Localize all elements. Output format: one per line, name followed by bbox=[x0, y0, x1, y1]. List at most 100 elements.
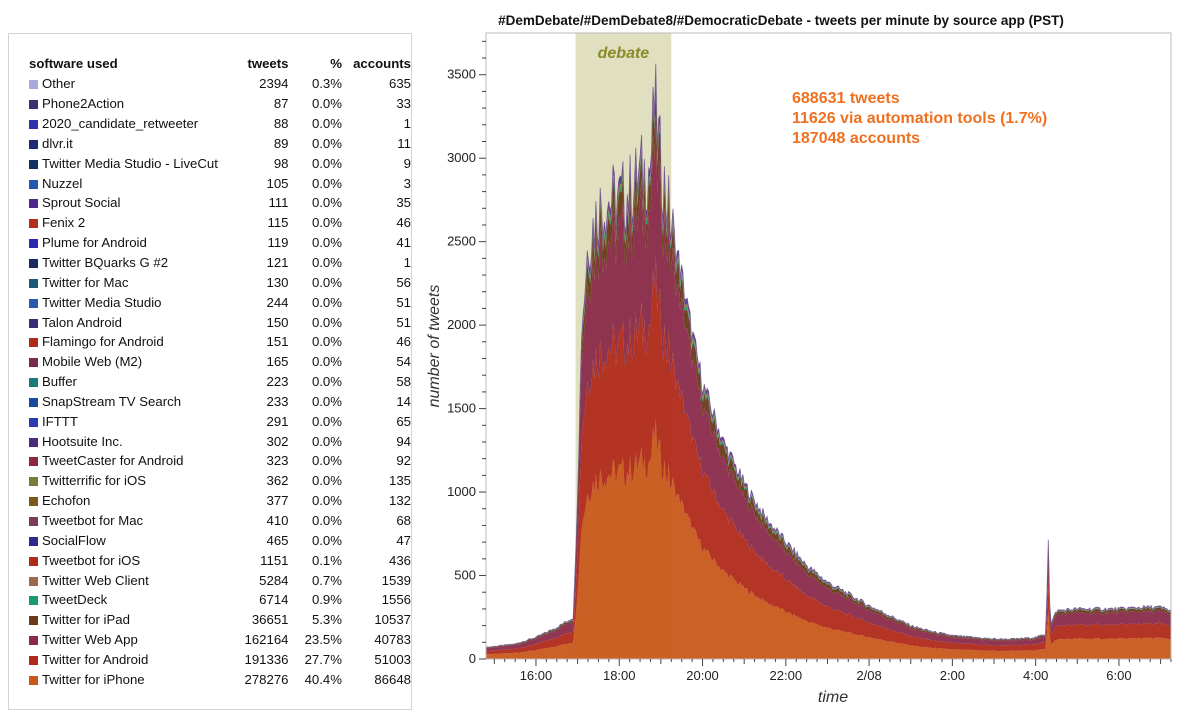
software-name: 2020_candidate_retweeter bbox=[15, 114, 230, 134]
table-row: Sprout Social 111 0.0% 35 bbox=[15, 193, 411, 213]
legend-table: software used tweets % accounts Other 239… bbox=[15, 53, 411, 689]
software-name: Twitter for Mac bbox=[15, 272, 230, 292]
y-tick-label: 2500 bbox=[447, 234, 476, 249]
percent-cell: 0.0% bbox=[289, 511, 343, 531]
software-label: Twitter Media Studio - LiveCut bbox=[42, 156, 218, 171]
tweets-cell: 36651 bbox=[230, 610, 289, 630]
percent-cell: 0.0% bbox=[289, 372, 343, 392]
software-name: Twitter Web App bbox=[15, 630, 230, 650]
table-row: Twitter Web Client 5284 0.7% 1539 bbox=[15, 570, 411, 590]
y-tick-label: 1500 bbox=[447, 401, 476, 416]
software-name: Flamingo for Android bbox=[15, 332, 230, 352]
software-label: Talon Android bbox=[42, 315, 122, 330]
percent-cell: 0.0% bbox=[289, 431, 343, 451]
software-label: Fenix 2 bbox=[42, 215, 85, 230]
software-name: Twitter Media Studio bbox=[15, 292, 230, 312]
tweets-cell: 87 bbox=[230, 94, 289, 114]
table-row: Twitter for iPhone 278276 40.4% 86648 bbox=[15, 669, 411, 689]
tweets-cell: 98 bbox=[230, 153, 289, 173]
accounts-cell: 46 bbox=[342, 213, 411, 233]
color-swatch bbox=[29, 438, 38, 447]
percent-cell: 0.0% bbox=[289, 411, 343, 431]
software-name: Sprout Social bbox=[15, 193, 230, 213]
software-label: Twitter BQuarks G #2 bbox=[42, 255, 168, 270]
percent-cell: 27.7% bbox=[289, 649, 343, 669]
accounts-cell: 132 bbox=[342, 491, 411, 511]
color-swatch bbox=[29, 676, 38, 685]
software-label: TweetCaster for Android bbox=[42, 453, 183, 468]
table-row: SocialFlow 465 0.0% 47 bbox=[15, 530, 411, 550]
accounts-cell: 135 bbox=[342, 471, 411, 491]
tweets-cell: 278276 bbox=[230, 669, 289, 689]
color-swatch bbox=[29, 120, 38, 129]
tweets-cell: 130 bbox=[230, 272, 289, 292]
tweets-cell: 2394 bbox=[230, 74, 289, 94]
table-row: Talon Android 150 0.0% 51 bbox=[15, 312, 411, 332]
summary-annotation: 688631 tweets 11626 via automation tools… bbox=[792, 90, 1047, 147]
software-label: Twitter Web Client bbox=[42, 573, 149, 588]
color-swatch bbox=[29, 140, 38, 149]
x-tick-label: 16:00 bbox=[520, 668, 553, 683]
accounts-cell: 1 bbox=[342, 114, 411, 134]
accounts-cell: 58 bbox=[342, 372, 411, 392]
color-swatch bbox=[29, 338, 38, 347]
tweets-cell: 410 bbox=[230, 511, 289, 531]
color-swatch bbox=[29, 596, 38, 605]
color-swatch bbox=[29, 398, 38, 407]
x-tick-label: 22:00 bbox=[770, 668, 803, 683]
percent-cell: 0.3% bbox=[289, 74, 343, 94]
accounts-cell: 11 bbox=[342, 134, 411, 154]
accounts-cell: 33 bbox=[342, 94, 411, 114]
software-label: Hootsuite Inc. bbox=[42, 434, 123, 449]
accounts-cell: 56 bbox=[342, 272, 411, 292]
percent-cell: 0.9% bbox=[289, 590, 343, 610]
tweets-cell: 244 bbox=[230, 292, 289, 312]
software-label: Other bbox=[42, 76, 75, 91]
percent-cell: 0.0% bbox=[289, 352, 343, 372]
accounts-cell: 14 bbox=[342, 392, 411, 412]
legend-panel: software used tweets % accounts Other 239… bbox=[8, 33, 412, 710]
percent-cell: 0.0% bbox=[289, 292, 343, 312]
header-percent: % bbox=[289, 53, 343, 74]
software-name: Fenix 2 bbox=[15, 213, 230, 233]
color-swatch bbox=[29, 517, 38, 526]
y-tick-label: 2000 bbox=[447, 317, 476, 332]
color-swatch bbox=[29, 199, 38, 208]
legend-body: Other 2394 0.3% 635 Phone2Action 87 0.0% 33 2020… bbox=[15, 74, 411, 689]
software-label: IFTTT bbox=[42, 414, 78, 429]
y-axis: 0 500 1000 1500 2000 2500 3000 3500 bbox=[447, 41, 486, 666]
table-row: SnapStream TV Search 233 0.0% 14 bbox=[15, 392, 411, 412]
table-row: Tweetbot for Mac 410 0.0% 68 bbox=[15, 511, 411, 531]
software-label: Twitter for iPad bbox=[42, 612, 130, 627]
software-name: SnapStream TV Search bbox=[15, 392, 230, 412]
tweets-cell: 5284 bbox=[230, 570, 289, 590]
table-row: Plume for Android 119 0.0% 41 bbox=[15, 233, 411, 253]
header-software: software used bbox=[15, 53, 230, 74]
accounts-cell: 92 bbox=[342, 451, 411, 471]
accounts-cell: 68 bbox=[342, 511, 411, 531]
color-swatch bbox=[29, 616, 38, 625]
color-swatch bbox=[29, 160, 38, 169]
software-name: Tweetbot for iOS bbox=[15, 550, 230, 570]
software-label: Twitter Media Studio bbox=[42, 295, 161, 310]
tweets-cell: 89 bbox=[230, 134, 289, 154]
software-label: Nuzzel bbox=[42, 176, 82, 191]
table-row: Twitter Media Studio 244 0.0% 51 bbox=[15, 292, 411, 312]
y-tick-label: 1000 bbox=[447, 484, 476, 499]
tweets-cell: 88 bbox=[230, 114, 289, 134]
x-tick-label: 2:00 bbox=[940, 668, 965, 683]
software-label: 2020_candidate_retweeter bbox=[42, 116, 198, 131]
percent-cell: 0.0% bbox=[289, 392, 343, 412]
table-row: Twitterrific for iOS 362 0.0% 135 bbox=[15, 471, 411, 491]
color-swatch bbox=[29, 80, 38, 89]
x-tick-label: 4:00 bbox=[1023, 668, 1048, 683]
accounts-cell: 94 bbox=[342, 431, 411, 451]
percent-cell: 0.0% bbox=[289, 114, 343, 134]
table-row: Tweetbot for iOS 1151 0.1% 436 bbox=[15, 550, 411, 570]
percent-cell: 0.1% bbox=[289, 550, 343, 570]
y-tick-label: 500 bbox=[454, 568, 476, 583]
color-swatch bbox=[29, 557, 38, 566]
x-axis: 16:00 18:00 20:00 22:00 2/08 2:00 4:00 6:00 bbox=[494, 659, 1171, 683]
annotation-automation: 11626 via automation tools (1.7%) bbox=[792, 110, 1047, 127]
software-name: Hootsuite Inc. bbox=[15, 431, 230, 451]
